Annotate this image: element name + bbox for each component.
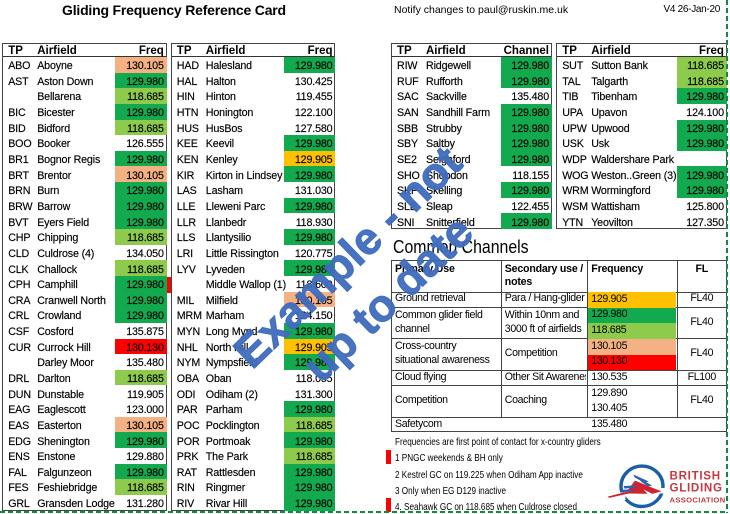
svg-text:GLIDING: GLIDING [670,482,723,495]
svg-text:ASSOCIATION: ASSOCIATION [670,496,726,505]
svg-text:BRITISH: BRITISH [670,470,721,483]
